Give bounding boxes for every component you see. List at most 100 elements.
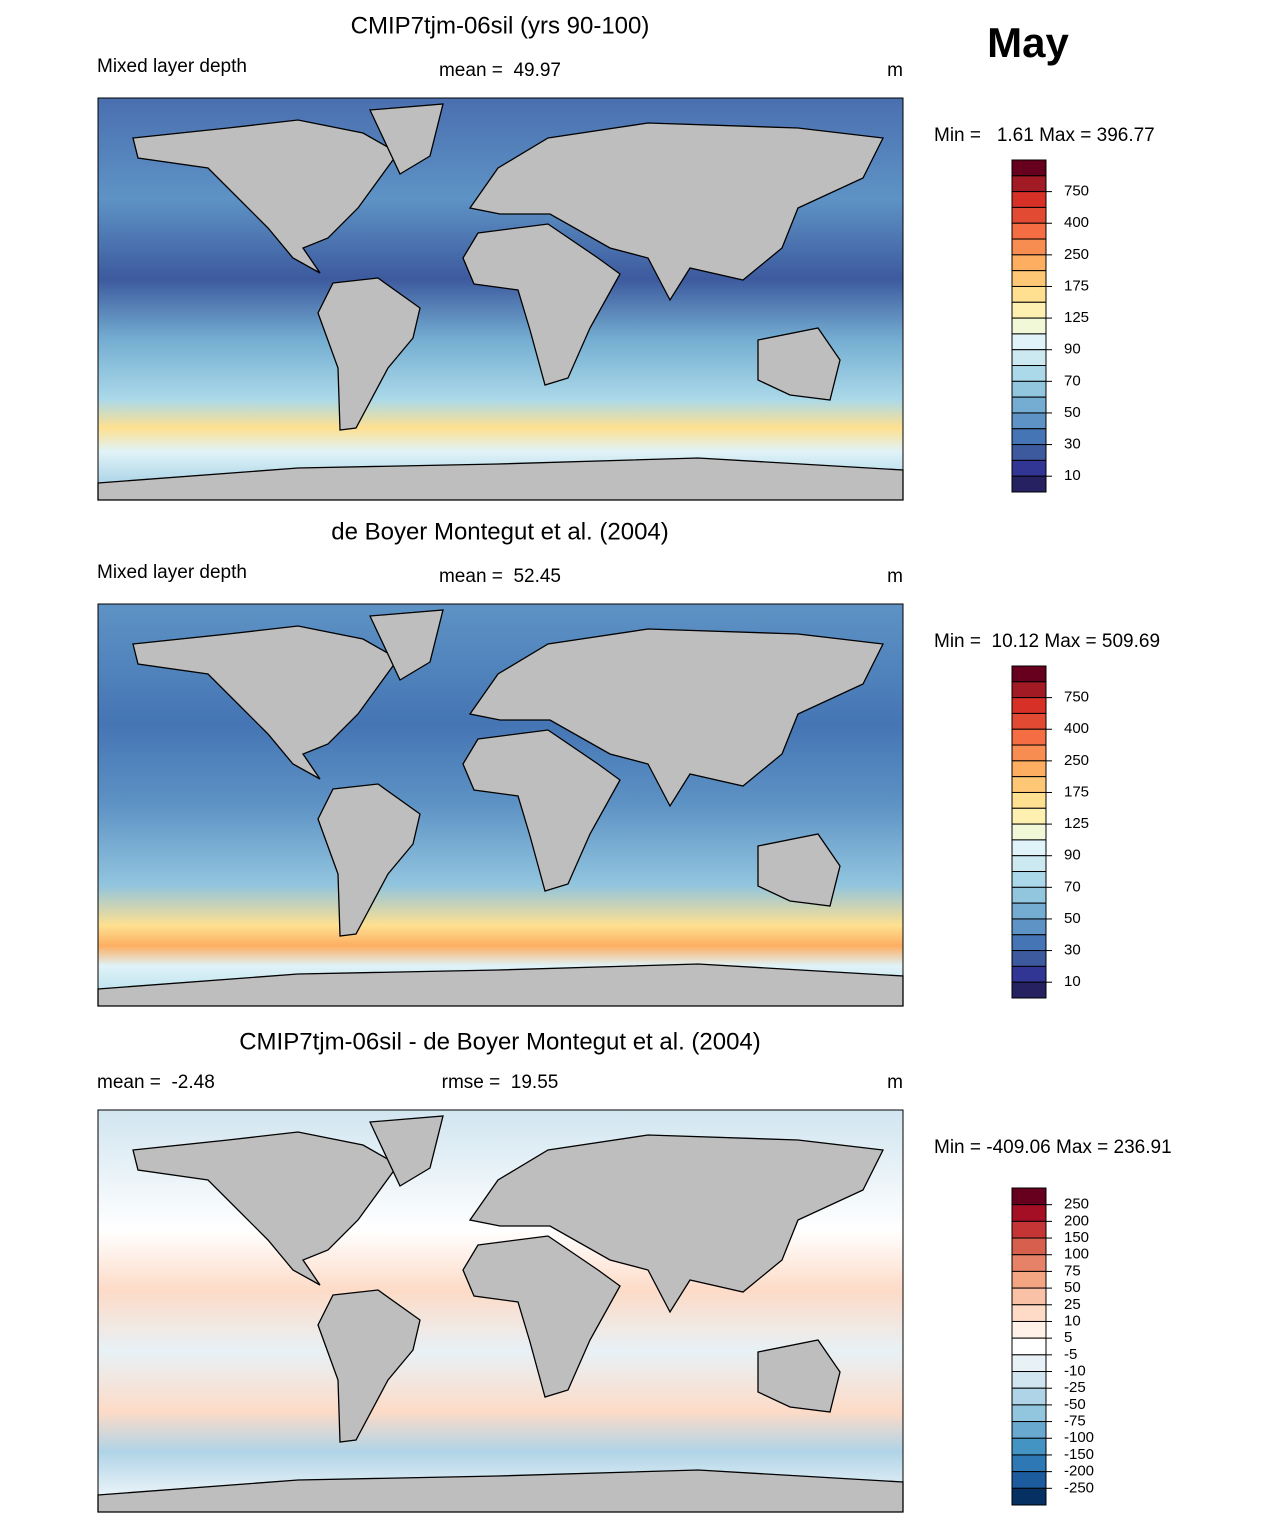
colorbar-box [1011, 1304, 1047, 1322]
colorbar-box [1011, 222, 1047, 240]
left-label: Mixed layer depth [97, 562, 247, 583]
panel: CMIP7tjm-06sil (yrs 90-100) Mixed layer … [97, 12, 1155, 501]
map [97, 603, 904, 1007]
colorbar-label: 70 [1064, 878, 1081, 895]
colorbar-box [1011, 791, 1047, 809]
colorbar-box [1011, 206, 1047, 224]
colorbar-label: 750 [1064, 183, 1089, 200]
colorbar-label: 250 [1064, 246, 1089, 263]
colorbar-box [1011, 902, 1047, 920]
colorbar-box [1011, 934, 1047, 952]
colorbar-label: -150 [1064, 1446, 1094, 1463]
colorbar-box [1011, 428, 1047, 446]
colorbar-label: 200 [1064, 1212, 1089, 1229]
colorbar-label: 400 [1064, 214, 1089, 231]
colorbar-box [1011, 1471, 1047, 1489]
colorbar-box [1011, 396, 1047, 414]
colorbar-label: 250 [1064, 752, 1089, 769]
colorbar-label: -250 [1064, 1479, 1094, 1496]
colorbar-label: -5 [1064, 1346, 1077, 1363]
colorbar-box [1011, 380, 1047, 398]
colorbar-box [1011, 1337, 1047, 1356]
colorbar-box [1011, 444, 1047, 461]
colorbar-label: 750 [1064, 689, 1089, 706]
colorbar-box [1011, 1437, 1047, 1456]
colorbar-box [1011, 760, 1047, 778]
colorbar-label: 90 [1064, 847, 1081, 864]
colorbar-label: 30 [1064, 942, 1081, 959]
colorbar-box [1011, 285, 1047, 303]
colorbar-box [1011, 1270, 1047, 1289]
colorbar-box [1011, 301, 1047, 319]
colorbar-box [1011, 886, 1047, 904]
colorbar-label: 50 [1064, 1279, 1081, 1296]
colorbar-box [1011, 681, 1047, 699]
range: Min = -409.06 Max = 236.91 [934, 1137, 1172, 1158]
left-label: mean = -2.48 [97, 1072, 215, 1093]
range: Min = 1.61 Max = 396.77 [934, 125, 1155, 146]
colorbar-box [1011, 839, 1047, 857]
colorbar-box [1011, 254, 1047, 272]
center-label: rmse = 19.55 [442, 1072, 559, 1093]
colorbar-box [1011, 1371, 1047, 1389]
colorbar-label: -25 [1064, 1379, 1086, 1396]
colorbar-box [1011, 159, 1047, 177]
colorbar-label: 125 [1064, 309, 1089, 326]
colorbar-label: 90 [1064, 341, 1081, 358]
colorbar-box [1011, 712, 1047, 730]
colorbar-box [1011, 1204, 1047, 1222]
colorbar-label: 10 [1064, 973, 1081, 990]
month: May [987, 19, 1069, 66]
colorbar-box [1011, 823, 1047, 841]
colorbar-label: 5 [1064, 1329, 1072, 1346]
colorbar-label: 100 [1064, 1246, 1089, 1263]
colorbar-label: 10 [1064, 467, 1081, 484]
colorbar-box [1011, 333, 1047, 351]
colorbar-box [1011, 697, 1047, 714]
colorbar-box [1011, 981, 1047, 999]
map [97, 97, 904, 501]
unit: m [887, 566, 903, 587]
map [97, 1109, 904, 1513]
colorbar-box [1011, 918, 1047, 936]
colorbar-label: 250 [1064, 1196, 1089, 1213]
colorbar-box [1011, 1487, 1047, 1506]
colorbar-box [1011, 665, 1047, 683]
colorbar-box [1011, 1254, 1047, 1272]
colorbar-label: 25 [1064, 1296, 1081, 1313]
colorbar-box [1011, 475, 1047, 493]
colorbar-label: 175 [1064, 277, 1089, 294]
colorbar-box [1011, 459, 1047, 477]
colorbar-label: 50 [1064, 404, 1081, 421]
colorbar-label: 175 [1064, 783, 1089, 800]
colorbar-label: -75 [1064, 1413, 1086, 1430]
colorbar-label: 10 [1064, 1312, 1081, 1329]
panel: de Boyer Montegut et al. (2004) Mixed la… [97, 518, 1160, 1007]
colorbar-box [1011, 365, 1047, 382]
colorbar-box [1011, 871, 1047, 888]
colorbar-box [1011, 1354, 1047, 1373]
colorbar-label: -50 [1064, 1396, 1086, 1413]
colorbar-label: 30 [1064, 436, 1081, 453]
colorbar-label: 75 [1064, 1262, 1081, 1279]
panel-title: CMIP7tjm-06sil - de Boyer Montegut et al… [239, 1028, 761, 1055]
colorbar-box [1011, 1404, 1047, 1423]
colorbar-box [1011, 1237, 1047, 1256]
colorbar-box [1011, 349, 1047, 367]
colorbar-label: -10 [1064, 1362, 1086, 1379]
unit: m [887, 60, 903, 81]
colorbar-box [1011, 728, 1047, 746]
colorbar-label: -200 [1064, 1463, 1094, 1480]
colorbar-box [1011, 855, 1047, 873]
panel-title: de Boyer Montegut et al. (2004) [331, 518, 669, 545]
colorbar-box [1011, 807, 1047, 825]
colorbar-box [1011, 776, 1047, 793]
center-label: mean = 52.45 [439, 566, 561, 587]
colorbar-box [1011, 238, 1047, 256]
colorbar-label: 125 [1064, 815, 1089, 832]
colorbar-box [1011, 1387, 1047, 1406]
colorbar-box [1011, 412, 1047, 430]
range: Min = 10.12 Max = 509.69 [934, 631, 1160, 652]
colorbar-box [1011, 1320, 1047, 1339]
